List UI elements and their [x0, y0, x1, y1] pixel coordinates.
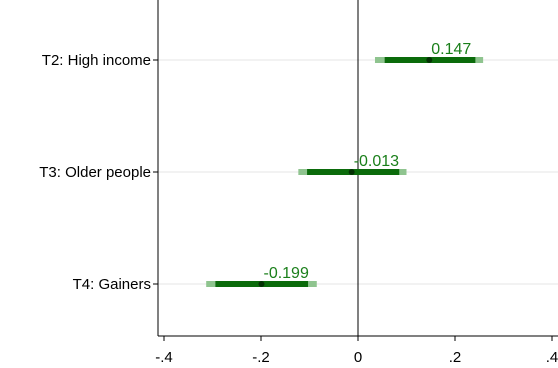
category-label: T3: Older people — [39, 164, 151, 181]
category-label: T2: High income — [42, 52, 151, 69]
axes — [153, 0, 558, 341]
x-tick-label: -.4 — [155, 349, 173, 366]
labels: T2: High income T3: Older people T4: Gaine… — [39, 41, 558, 366]
point-estimate — [348, 169, 355, 175]
x-tick-label: 0 — [354, 349, 362, 366]
x-tick-label: -.2 — [252, 349, 270, 366]
estimate-label: -0.013 — [354, 153, 399, 170]
category-label: T4: Gainers — [73, 276, 151, 293]
data-marks — [206, 57, 484, 287]
estimate-label: 0.147 — [431, 41, 471, 58]
x-tick-label: .2 — [449, 349, 462, 366]
point-estimate — [258, 281, 265, 287]
point-estimate — [426, 57, 433, 63]
estimate-label: -0.199 — [263, 265, 308, 282]
x-tick-label: .4 — [546, 349, 558, 366]
